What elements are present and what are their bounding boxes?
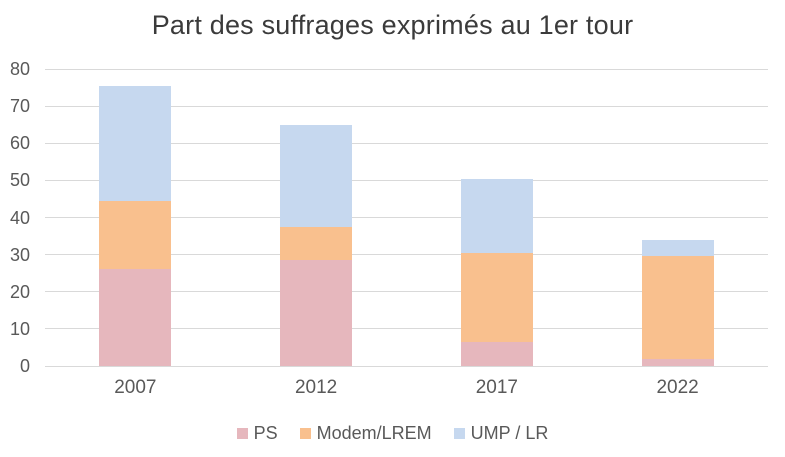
bar-segment-ump-lr — [280, 124, 353, 227]
legend-label: UMP / LR — [470, 423, 549, 443]
stacked-bar — [460, 69, 533, 366]
gridline — [45, 365, 768, 367]
legend-item: UMP / LR — [453, 423, 549, 444]
bar-segment-ps — [99, 269, 172, 366]
y-tick-label: 60 — [9, 133, 30, 154]
gridline — [45, 254, 768, 256]
x-tick-label: 2007 — [114, 377, 157, 398]
bar-segment-modem-lrem — [99, 200, 172, 270]
x-tick-label: 2017 — [475, 377, 519, 398]
category-slot — [407, 69, 588, 366]
stacked-bar — [641, 69, 714, 366]
legend-swatch — [453, 428, 465, 439]
y-tick-label: 70 — [9, 96, 30, 117]
stacked-bar — [99, 69, 172, 366]
category-slot — [587, 69, 768, 366]
bar-slots — [45, 69, 768, 366]
gridline — [45, 142, 768, 144]
category-slot — [226, 69, 407, 366]
gridline — [45, 105, 768, 107]
bar-segment-ump-lr — [99, 85, 172, 201]
y-tick-label: 20 — [9, 281, 30, 302]
bar-segment-ps — [460, 341, 533, 366]
x-tick-label: 2022 — [656, 377, 699, 398]
bar-segment-ump-lr — [460, 178, 533, 253]
gridline — [45, 217, 768, 218]
y-tick-label: 30 — [9, 244, 30, 265]
x-axis: 2007 2012 2017 2022 — [45, 377, 768, 399]
chart-title: Part des suffrages exprimés au 1er tour — [151, 10, 634, 40]
legend-item: Modem/LREM — [299, 423, 432, 444]
legend-label: Modem/LREM — [316, 423, 432, 443]
bar-segment-modem-lrem — [460, 252, 533, 342]
bar-segment-ump-lr — [641, 239, 714, 257]
category-slot — [45, 69, 226, 366]
stacked-bar — [280, 69, 353, 366]
legend-swatch — [299, 428, 311, 439]
legend: PS Modem/LREM UMP / LR — [0, 423, 785, 444]
y-axis: 0 10 20 30 40 50 60 70 80 — [0, 60, 30, 375]
bar-segment-ps — [280, 260, 353, 366]
plot-area — [45, 68, 768, 367]
y-tick-label: 40 — [9, 207, 30, 228]
legend-item: PS — [236, 423, 278, 444]
legend-swatch — [236, 428, 248, 439]
bar-segment-modem-lrem — [641, 256, 714, 359]
x-tick-label: 2012 — [294, 377, 338, 398]
gridline — [45, 68, 768, 70]
gridline — [45, 179, 768, 181]
gridline — [45, 328, 768, 330]
gridline — [45, 291, 768, 293]
y-tick-label: 10 — [9, 318, 30, 339]
bar-segment-ps — [641, 358, 714, 366]
y-tick-label: 50 — [9, 170, 30, 191]
y-tick-label: 0 — [19, 356, 30, 376]
bar-segment-modem-lrem — [280, 226, 353, 261]
y-tick-label: 80 — [9, 59, 30, 79]
legend-label: PS — [253, 423, 278, 443]
